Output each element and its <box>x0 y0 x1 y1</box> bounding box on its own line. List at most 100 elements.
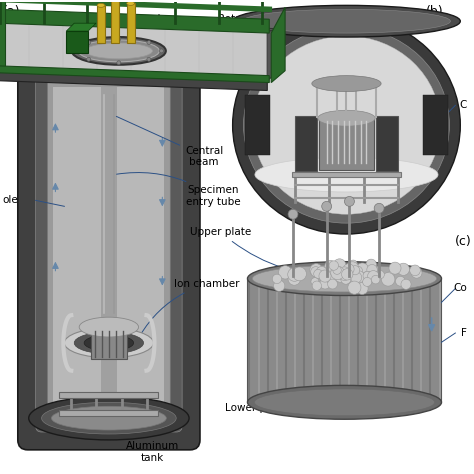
Circle shape <box>321 266 335 280</box>
Circle shape <box>340 268 353 281</box>
Bar <box>127 3 135 43</box>
Polygon shape <box>267 29 282 81</box>
Circle shape <box>319 278 330 289</box>
Ellipse shape <box>127 1 135 5</box>
Circle shape <box>372 275 380 284</box>
Circle shape <box>376 271 384 279</box>
Circle shape <box>382 273 395 286</box>
Circle shape <box>314 269 323 278</box>
Circle shape <box>74 49 78 53</box>
Polygon shape <box>271 7 285 82</box>
Ellipse shape <box>42 402 176 434</box>
Circle shape <box>345 196 355 206</box>
Circle shape <box>333 259 346 272</box>
Text: Ion chamber: Ion chamber <box>140 279 239 336</box>
Text: F: F <box>461 328 467 338</box>
Ellipse shape <box>312 76 381 91</box>
Ellipse shape <box>72 37 166 65</box>
Ellipse shape <box>27 58 190 80</box>
Circle shape <box>292 267 306 281</box>
Circle shape <box>325 260 336 271</box>
Ellipse shape <box>233 5 460 37</box>
Circle shape <box>333 266 341 274</box>
Ellipse shape <box>42 61 176 77</box>
Ellipse shape <box>255 389 435 416</box>
Polygon shape <box>245 95 270 155</box>
Circle shape <box>363 272 372 280</box>
Circle shape <box>354 266 363 275</box>
FancyBboxPatch shape <box>18 51 200 450</box>
Bar <box>295 116 317 171</box>
Bar <box>54 87 164 414</box>
Circle shape <box>326 274 336 284</box>
Circle shape <box>328 279 337 289</box>
Ellipse shape <box>78 40 159 62</box>
Circle shape <box>348 269 360 282</box>
Bar <box>91 327 127 359</box>
Circle shape <box>279 266 292 279</box>
Bar <box>97 5 105 43</box>
Text: Co: Co <box>454 283 467 293</box>
Polygon shape <box>423 95 448 155</box>
Circle shape <box>411 267 422 278</box>
Circle shape <box>273 280 285 292</box>
Circle shape <box>342 269 353 280</box>
Circle shape <box>351 272 362 283</box>
Text: (b): (b) <box>426 5 443 18</box>
Ellipse shape <box>29 396 189 440</box>
Circle shape <box>410 265 420 276</box>
Ellipse shape <box>247 262 441 295</box>
Ellipse shape <box>52 63 166 75</box>
FancyBboxPatch shape <box>47 81 170 420</box>
Circle shape <box>288 268 301 281</box>
Text: (c): (c) <box>456 236 472 248</box>
Bar <box>376 116 398 171</box>
Circle shape <box>364 274 372 283</box>
Circle shape <box>319 270 331 282</box>
Circle shape <box>386 272 394 280</box>
Circle shape <box>356 283 368 294</box>
Text: Rotary
specimen
rack: Rotary specimen rack <box>210 14 304 94</box>
Circle shape <box>341 274 351 284</box>
Circle shape <box>147 57 151 61</box>
Circle shape <box>117 61 121 65</box>
Circle shape <box>117 37 121 41</box>
Polygon shape <box>0 66 269 82</box>
Bar <box>101 87 117 414</box>
Circle shape <box>329 261 338 270</box>
Ellipse shape <box>247 385 441 419</box>
Text: Specimen
entry tube: Specimen entry tube <box>117 173 241 207</box>
Ellipse shape <box>52 406 166 430</box>
Circle shape <box>311 278 319 285</box>
Circle shape <box>401 279 411 289</box>
Bar <box>292 172 401 177</box>
Circle shape <box>343 274 352 284</box>
FancyBboxPatch shape <box>36 69 182 432</box>
Ellipse shape <box>243 9 450 33</box>
Ellipse shape <box>85 43 153 59</box>
Ellipse shape <box>318 110 375 126</box>
Circle shape <box>310 267 321 277</box>
Text: C: C <box>460 100 467 110</box>
Circle shape <box>366 259 376 270</box>
Bar <box>59 410 158 416</box>
Ellipse shape <box>233 16 460 234</box>
Text: indicator
ly: indicator ly <box>2 28 48 50</box>
Ellipse shape <box>253 36 440 214</box>
Text: Aluminum
tank: Aluminum tank <box>126 433 179 463</box>
Circle shape <box>288 210 298 219</box>
Bar <box>247 279 441 402</box>
Circle shape <box>359 267 368 277</box>
Polygon shape <box>0 71 267 91</box>
Circle shape <box>367 271 379 282</box>
Ellipse shape <box>84 335 134 351</box>
Circle shape <box>389 262 401 274</box>
Circle shape <box>349 260 357 268</box>
Ellipse shape <box>253 265 437 292</box>
Text: Central
beam: Central beam <box>116 117 223 167</box>
Circle shape <box>348 281 361 294</box>
Circle shape <box>374 203 384 213</box>
Circle shape <box>351 277 364 289</box>
Text: Control rod
drive: Control rod drive <box>102 14 161 36</box>
Polygon shape <box>0 9 269 33</box>
